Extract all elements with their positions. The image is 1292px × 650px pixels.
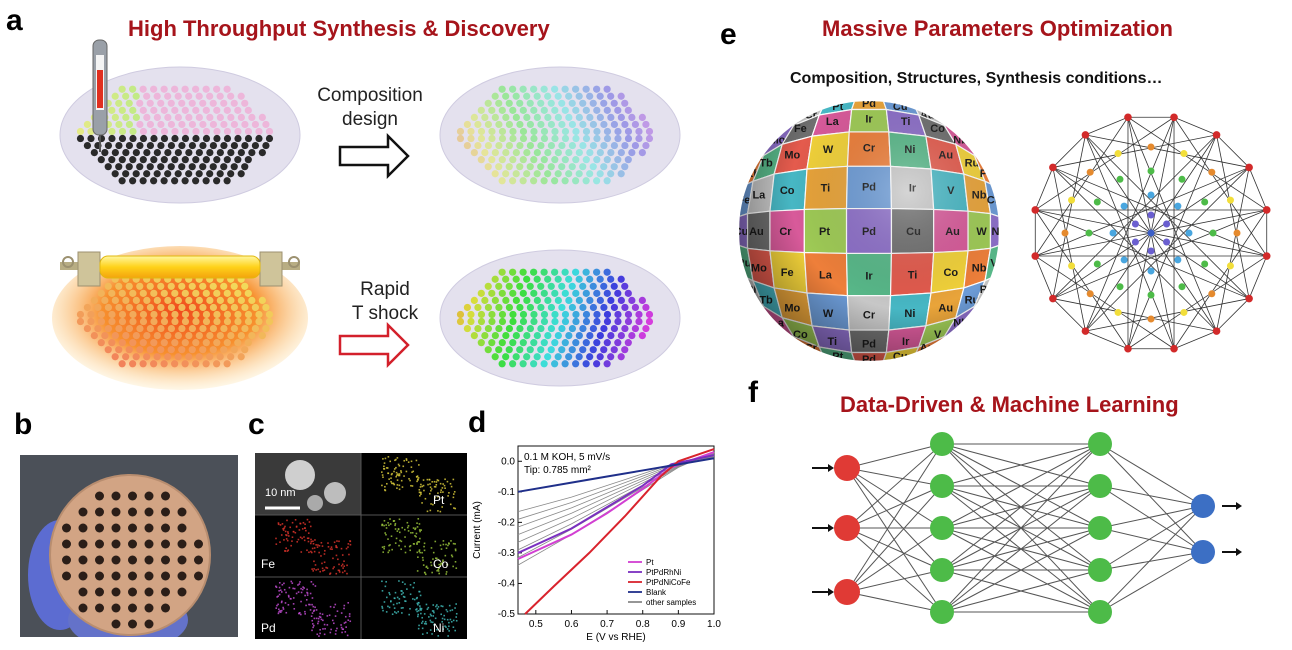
network-node xyxy=(930,558,954,582)
chart-annotation: Tip: 0.785 mm² xyxy=(524,465,592,476)
panel-e-title: Massive Parameters Optimization xyxy=(822,16,1173,41)
network-node xyxy=(930,516,954,540)
network-node xyxy=(1088,474,1112,498)
wafer-bottom-left xyxy=(52,246,308,390)
series-line xyxy=(517,454,715,554)
network-node xyxy=(1088,432,1112,456)
legend-entry: PtPdRhNi xyxy=(646,568,681,577)
eds-label-pd: Pd xyxy=(261,621,276,635)
chart-annotation: 0.1 M KOH, 5 mV/s xyxy=(524,452,610,463)
network-node xyxy=(834,455,860,481)
wafer-top-left xyxy=(59,66,301,204)
composition-arrow-icon xyxy=(338,132,410,180)
network-node xyxy=(930,600,954,624)
panel-label-b: b xyxy=(14,408,33,441)
sphere-element-label: W xyxy=(950,342,961,354)
composition-design-label: Composition design xyxy=(317,85,423,130)
network-node xyxy=(1088,600,1112,624)
network-node xyxy=(930,474,954,498)
panel-label-c: c xyxy=(248,408,265,441)
x-tick-label: 0.5 xyxy=(529,619,543,630)
x-tick-label: 0.9 xyxy=(671,619,685,630)
sphere-element-label: Ni xyxy=(979,110,990,122)
x-tick-label: 1.0 xyxy=(707,619,721,630)
y-tick-label: 0.0 xyxy=(501,456,515,467)
wafer-top-right xyxy=(439,66,681,204)
neural-network xyxy=(812,432,1242,624)
panel-label-f: f xyxy=(748,376,758,409)
sphere-element-label: Au xyxy=(775,110,790,122)
eds-label-ni: Ni xyxy=(433,621,445,635)
network-node xyxy=(834,579,860,605)
parameter-graph xyxy=(1031,113,1271,353)
sphere-element-label: Au xyxy=(775,342,790,354)
panel-f-title: Data-Driven & Machine Learning xyxy=(840,392,1179,417)
rapid-t-shock-label: Rapid T shock xyxy=(351,279,419,324)
x-tick-label: 0.8 xyxy=(636,619,650,630)
panel-label-e: e xyxy=(720,18,737,51)
wafer-photo xyxy=(20,455,238,637)
sphere-element-label: V xyxy=(981,139,989,151)
network-node xyxy=(930,432,954,456)
sphere-element-label: Cu xyxy=(746,110,761,122)
sphere-element-label: W xyxy=(950,110,961,122)
series-line xyxy=(517,457,715,493)
legend-entry: PtPdNiCoFe xyxy=(646,578,691,587)
x-tick-label: 0.6 xyxy=(565,619,579,630)
y-tick-label: -0.4 xyxy=(498,578,516,589)
legend-entry: Pt xyxy=(646,558,654,567)
eds-label-pt: Pt xyxy=(433,493,445,507)
wafer-bottom-right xyxy=(439,249,681,387)
pipette-icon xyxy=(92,39,108,152)
network-node xyxy=(1191,494,1215,518)
sphere-element-label: Cu xyxy=(746,342,761,354)
panel-a-title: High Throughput Synthesis & Discovery xyxy=(128,16,550,41)
eds-map-grid: 10 nm Pt Fe Co Pd Ni xyxy=(255,453,467,639)
y-tick-label: -0.1 xyxy=(498,487,516,498)
panel-label-d: d xyxy=(468,406,487,439)
y-tick-label: -0.5 xyxy=(498,609,516,620)
y-axis-label: Current (mA) xyxy=(472,501,483,559)
sphere-element-label: Ru xyxy=(746,139,761,151)
sphere-element-label: Fe xyxy=(747,313,760,325)
periodic-sphere: CuAuCrPtPdCuAuWNiRuMoFeLaIrTiCoNbVRhTbMo… xyxy=(739,101,999,361)
network-node xyxy=(1191,540,1215,564)
network-node xyxy=(1088,558,1112,582)
x-tick-label: 0.7 xyxy=(600,619,614,630)
y-tick-label: -0.2 xyxy=(498,517,516,528)
scale-bar-label: 10 nm xyxy=(265,487,296,499)
eds-label-co: Co xyxy=(433,557,449,571)
panel-a-graphic xyxy=(52,39,681,390)
y-tick-label: -0.3 xyxy=(498,548,516,559)
lsv-chart: 0.5 0.6 0.7 0.8 0.9 1.0 -0.5 -0.4 -0.3 -0.2 -0.1 0.… xyxy=(472,445,721,643)
sphere-element-label: Ni xyxy=(979,342,990,354)
sphere-element-label: Cu xyxy=(977,313,992,325)
eds-label-fe: Fe xyxy=(261,557,276,571)
legend-entry: Blank xyxy=(646,588,667,597)
legend-entry: other samples xyxy=(646,598,696,607)
panel-label-a: a xyxy=(6,4,23,37)
panel-e-subtitle: Composition, Structures, Synthesis condi… xyxy=(790,70,1163,87)
x-axis-label: E (V vs RHE) xyxy=(586,632,645,643)
network-node xyxy=(1088,516,1112,540)
series-line xyxy=(524,448,715,615)
network-node xyxy=(834,515,860,541)
rapid-arrow-icon xyxy=(338,321,410,369)
